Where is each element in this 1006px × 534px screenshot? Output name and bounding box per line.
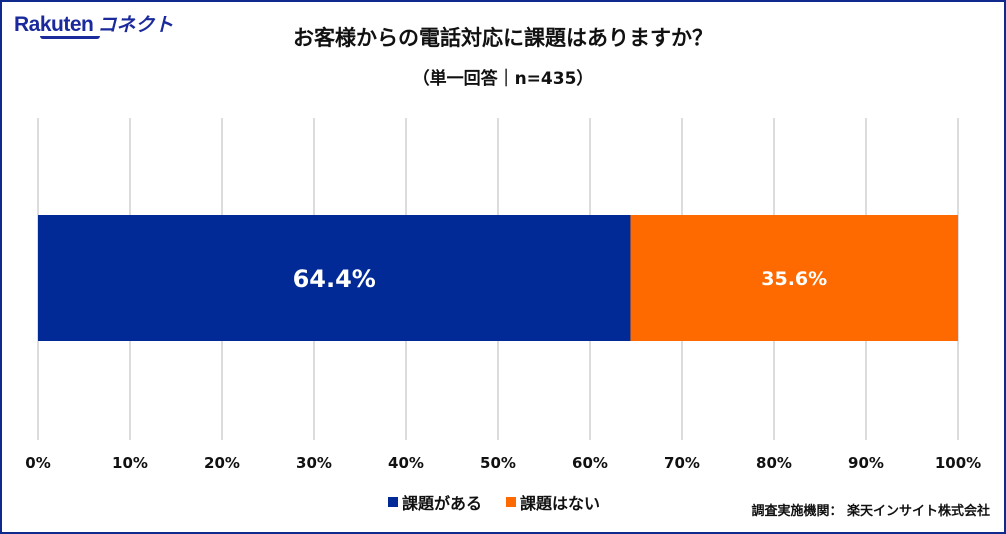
bar-segment bbox=[38, 215, 631, 341]
legend-item-no-issue: 課題はない bbox=[506, 490, 600, 514]
x-tick-label: 70% bbox=[664, 454, 700, 472]
x-tick-label: 90% bbox=[848, 454, 884, 472]
source-note: 調査実施機関： 楽天インサイト株式会社 bbox=[751, 504, 990, 519]
x-tick-label: 40% bbox=[388, 454, 424, 472]
legend-swatch bbox=[506, 497, 517, 507]
x-tick-label: 10% bbox=[112, 454, 148, 472]
logo-swoosh bbox=[40, 36, 100, 39]
chart-title: お客様からの電話対応に課題はありますか？ bbox=[293, 26, 713, 50]
chart-subtitle: （単一回答｜n=435） bbox=[412, 69, 594, 89]
x-tick-label: 20% bbox=[204, 454, 240, 472]
legend: 課題がある 課題はない bbox=[388, 490, 600, 514]
logo-brand: Rakuten bbox=[14, 13, 94, 36]
x-tick-label: 0% bbox=[25, 454, 50, 472]
x-tick-label: 30% bbox=[296, 454, 332, 472]
legend-swatch bbox=[388, 497, 398, 507]
rakuten-connect-logo: Rakuten コネクト bbox=[14, 10, 174, 39]
legend-label: 課題はない bbox=[520, 494, 601, 513]
logo-product: コネクト bbox=[97, 15, 174, 36]
x-tick-label: 50% bbox=[480, 454, 516, 472]
x-tick-label: 80% bbox=[756, 454, 792, 472]
x-tick-label: 100% bbox=[935, 454, 981, 472]
legend-label: 課題がある bbox=[402, 494, 483, 513]
x-tick-label: 60% bbox=[572, 454, 608, 472]
data-label: 35.6% bbox=[761, 268, 827, 290]
bar-segment bbox=[630, 215, 958, 341]
data-label: 64.4% bbox=[293, 265, 376, 293]
legend-item-has-issue: 課題がある bbox=[388, 490, 482, 514]
